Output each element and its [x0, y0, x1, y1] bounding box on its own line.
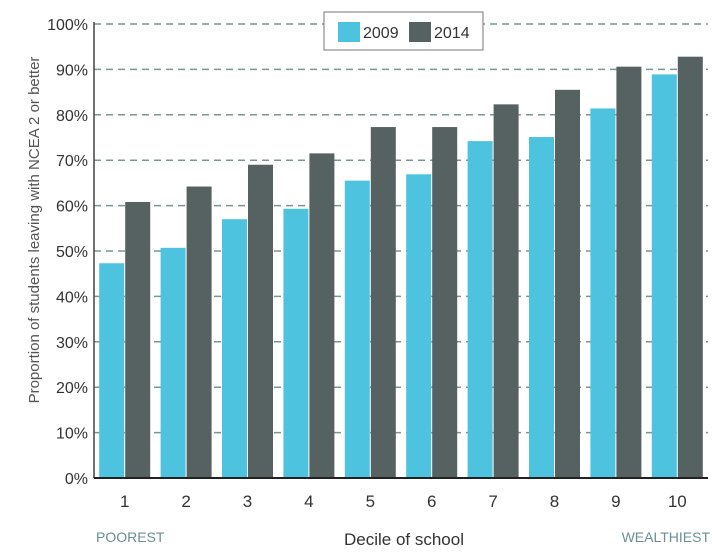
gridlines	[94, 23, 708, 434]
y-tick-label-70: 70%	[56, 153, 88, 170]
x-tick-label-5: 5	[366, 492, 375, 511]
axes	[93, 22, 708, 479]
y-tick-label-60: 60%	[56, 199, 88, 216]
bar-2009-decile-3	[222, 219, 247, 478]
legend: 2009 2014	[323, 11, 484, 51]
y-tick-labels: 0% 10% 20% 30% 40% 50% 60% 70% 80% 90% 100%	[47, 17, 88, 488]
bar-2014-decile-4	[309, 153, 335, 478]
bar-2009-decile-8	[529, 137, 554, 478]
x-tick-label-3: 3	[243, 492, 252, 511]
bar-2014-decile-6	[432, 127, 458, 479]
x-tick-label-10: 10	[668, 492, 687, 511]
y-tick-label-80: 80%	[56, 108, 88, 125]
x-tick-label-1: 1	[120, 492, 129, 511]
bar-2014-decile-3	[248, 164, 273, 479]
bar-2014-decile-2	[186, 186, 212, 479]
bar-2009-decile-5	[344, 180, 370, 478]
bar-2009-decile-9	[590, 108, 616, 478]
bar-2009-decile-4	[283, 208, 309, 478]
y-tick-label-100: 100%	[47, 17, 88, 34]
bar-2014-decile-8	[555, 89, 580, 478]
bar-2014-decile-9	[616, 66, 642, 479]
bar-2009-decile-2	[160, 247, 186, 478]
legend-swatch-2014	[409, 22, 431, 42]
bar-2014-decile-1	[125, 201, 151, 478]
bar-2009-decile-10	[651, 74, 677, 479]
x-axis-title: Decile of school	[344, 530, 464, 549]
y-tick-label-50: 50%	[56, 244, 88, 261]
bar-2014-decile-7	[493, 104, 519, 478]
x-tick-labels: 1 2 3 4 5 6 7 8 9 10	[120, 492, 687, 511]
y-tick-label-90: 90%	[56, 62, 88, 79]
x-tick-label-4: 4	[304, 492, 313, 511]
y-tick-label-20: 20%	[56, 380, 88, 397]
y-axis-title: Proportion of students leaving with NCEA…	[26, 57, 43, 404]
y-tick-label-40: 40%	[56, 289, 88, 306]
y-tick-label-10: 10%	[56, 426, 88, 443]
legend-label-2009: 2009	[363, 25, 399, 42]
x-tick-label-9: 9	[611, 492, 620, 511]
y-tick-label-30: 30%	[56, 335, 88, 352]
legend-label-2014: 2014	[434, 25, 470, 42]
x-tick-label-2: 2	[181, 492, 190, 511]
bars	[99, 56, 703, 479]
x-tick-label-7: 7	[488, 492, 497, 511]
bar-2009-decile-6	[406, 174, 432, 479]
x-axis-left-end-label: POOREST	[96, 529, 165, 545]
bar-2009-decile-1	[99, 263, 125, 478]
bar-2014-decile-10	[677, 56, 703, 479]
y-tick-label-0: 0%	[65, 471, 88, 488]
x-tick-label-6: 6	[427, 492, 436, 511]
bar-2014-decile-5	[370, 127, 396, 479]
x-tick-label-8: 8	[550, 492, 559, 511]
legend-swatch-2009	[338, 22, 360, 42]
bar-2009-decile-7	[467, 141, 493, 478]
x-axis-right-end-label: WEALTHIEST	[622, 529, 711, 545]
